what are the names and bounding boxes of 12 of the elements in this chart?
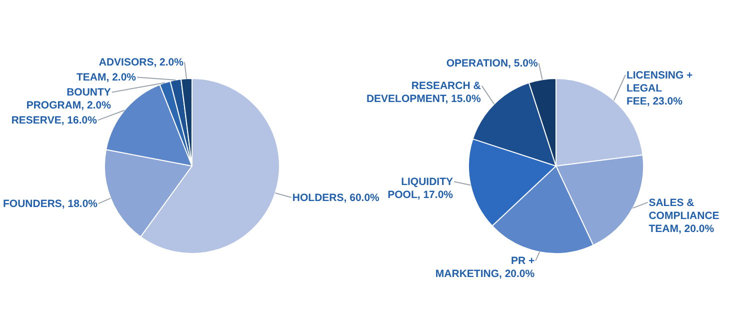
slice-label: BOUNTY PROGRAM, 2.0%: [26, 86, 112, 112]
slice-label: RESEARCH & DEVELOPMENT, 15.0%: [366, 80, 482, 106]
slice-label: LIQUIDITY POOL, 17.0%: [388, 176, 454, 201]
slice-label: RESERVE, 16.0%: [11, 114, 98, 127]
slice-label: TEAM, 2.0%: [76, 72, 137, 84]
slice-label: PR + MARKETING, 20.0%: [435, 255, 536, 280]
slice-label: OPERATION, 5.0%: [446, 58, 538, 70]
slice-label: ADVISORS, 2.0%: [98, 56, 184, 69]
slice-label: HOLDERS, 60.0%: [292, 192, 380, 204]
slice-label: SALES & COMPLIANCE TEAM, 20.0%: [648, 196, 720, 235]
slice-label: LICENSING + LEGAL FEE, 23.0%: [626, 69, 693, 108]
slice-label: FOUNDERS, 18.0%: [2, 198, 98, 210]
